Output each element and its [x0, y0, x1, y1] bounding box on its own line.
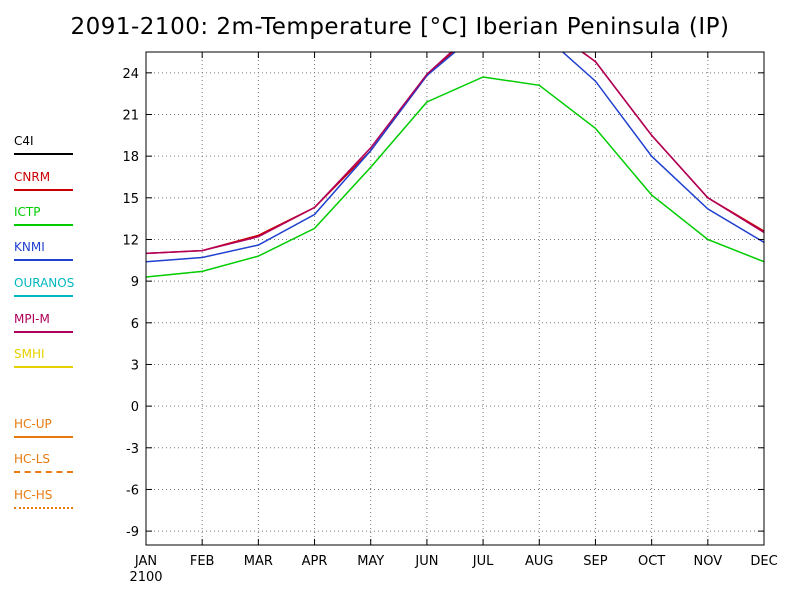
- y-tick-label: -6: [126, 483, 139, 498]
- legend-label: OURANOS: [14, 276, 75, 290]
- legend-swatch: [14, 295, 73, 297]
- legend-label: ICTP: [14, 205, 41, 219]
- legend-item-knmi: KNMI: [14, 240, 74, 261]
- series-line-cnrm: [146, 52, 764, 255]
- x-tick-label: JUN: [414, 554, 438, 569]
- series-line-ictp: [146, 76, 764, 278]
- y-tick-label: 21: [122, 108, 139, 123]
- y-tick-label: -9: [126, 525, 139, 540]
- x-tick-label: MAR: [244, 554, 273, 569]
- legend-swatch: [14, 153, 73, 155]
- legend-label: SMHI: [14, 347, 45, 361]
- legend-label: HC-UP: [14, 417, 52, 431]
- series-line-mpi-m: [146, 52, 764, 255]
- y-tick-label: 12: [122, 233, 139, 248]
- legend-item-hc-hs: HC-HS: [14, 488, 74, 509]
- y-tick-label: 0: [131, 400, 139, 415]
- y-tick-label: 6: [131, 317, 139, 332]
- legend-item-ictp: ICTP: [14, 205, 74, 226]
- legend-label: CNRM: [14, 170, 51, 184]
- x-tick-label: JUL: [472, 554, 494, 569]
- x-tick-label: MAY: [357, 554, 384, 569]
- legend-swatch: [14, 189, 73, 191]
- legend-swatch: [14, 436, 73, 438]
- legend-swatch: [14, 471, 73, 473]
- legend-item-mpi-m: MPI-M: [14, 312, 74, 333]
- y-tick-label: 3: [131, 358, 139, 373]
- legend-item-cnrm: CNRM: [14, 170, 74, 191]
- chart-title: 2091-2100: 2m-Temperature [°C] Iberian P…: [70, 14, 730, 40]
- y-tick-label: 9: [131, 275, 139, 290]
- y-tick-label: -3: [126, 442, 139, 457]
- series-line-knmi: [146, 52, 764, 263]
- x-tick-label: OCT: [638, 554, 665, 569]
- x-tick-label: FEB: [190, 554, 215, 569]
- legend-swatch: [14, 366, 73, 368]
- legend-swatch: [14, 507, 73, 509]
- legend-label: HC-HS: [14, 488, 53, 502]
- legend-label: C4I: [14, 134, 34, 148]
- legend-label: MPI-M: [14, 312, 50, 326]
- y-tick-label: 24: [122, 67, 139, 82]
- x-tick-label: APR: [302, 554, 328, 569]
- x-year-label: 2100: [129, 570, 162, 585]
- legend-item-c4i: C4I: [14, 134, 74, 155]
- y-tick-label: 15: [122, 192, 139, 207]
- legend-item-hc-up: HC-UP: [14, 417, 74, 438]
- legend-swatch: [14, 259, 73, 261]
- legend-swatch: [14, 331, 73, 333]
- legend-item-ouranos: OURANOS: [14, 276, 75, 297]
- x-tick-label: NOV: [694, 554, 723, 569]
- x-tick-label: JAN: [134, 554, 157, 569]
- x-tick-label: AUG: [525, 554, 553, 569]
- x-tick-label: SEP: [583, 554, 607, 569]
- legend-item-smhi: SMHI: [14, 347, 74, 368]
- legend-swatch: [14, 224, 73, 226]
- x-tick-label: DEC: [750, 554, 777, 569]
- legend-item-hc-ls: HC-LS: [14, 452, 74, 473]
- legend-label: HC-LS: [14, 452, 51, 466]
- y-tick-label: 18: [122, 150, 139, 165]
- plot-frame: [145, 51, 765, 546]
- legend-label: KNMI: [14, 240, 45, 254]
